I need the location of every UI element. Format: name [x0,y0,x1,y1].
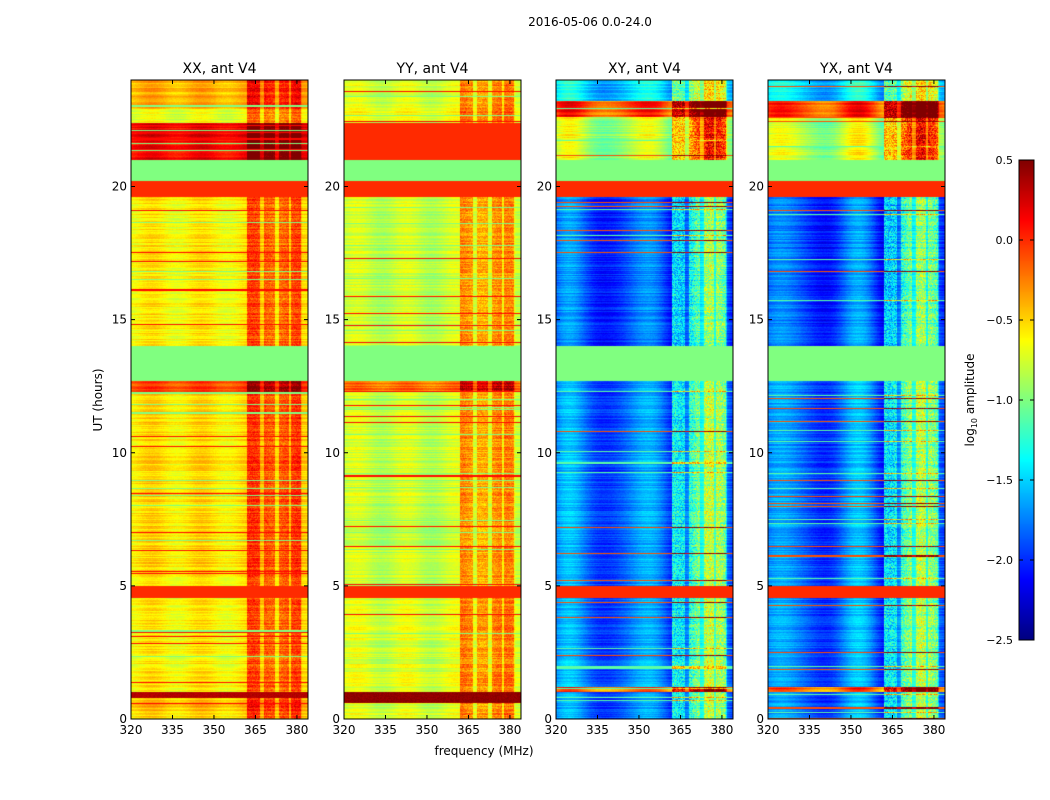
x-tick-label: 365 [669,723,692,737]
colorbar-tick-label: −2.5 [986,634,1013,647]
x-axis-label: frequency (MHz) [434,744,533,758]
panel-frame [343,79,522,720]
colorbar-label: log10 amplitude [963,354,979,447]
x-tick-label: 320 [757,723,780,737]
heatmap-xx [131,80,308,719]
x-tick-label: 380 [710,723,733,737]
colorbar-tick-label: 0.0 [996,234,1014,247]
y-tick-label: 15 [749,313,764,327]
panel-title: XY, ant V4 [608,61,681,77]
x-tick-label: 350 [628,723,651,737]
x-tick-label: 365 [244,723,267,737]
panel-frame [767,79,946,720]
heatmap-yx [768,80,945,719]
y-tick-label: 10 [112,446,127,460]
colorbar-tick-label: −2.0 [986,554,1013,567]
y-tick-label: 0 [119,712,127,726]
y-tick-label: 20 [537,180,552,194]
panel-title: YY, ant V4 [396,61,469,77]
y-tick-label: 5 [332,579,340,593]
colorbar-tick-label: 0.5 [996,154,1014,167]
y-tick-label: 10 [325,446,340,460]
x-tick-label: 365 [457,723,480,737]
panel-title: YX, ant V4 [819,61,893,77]
y-tick-label: 15 [325,313,340,327]
y-tick-label: 0 [544,712,552,726]
y-tick-label: 5 [756,579,764,593]
x-tick-label: 365 [881,723,904,737]
y-tick-label: 10 [749,446,764,460]
x-tick-label: 335 [798,723,821,737]
colorbar-tick-label: −1.0 [986,394,1013,407]
y-tick-label: 5 [119,579,127,593]
y-axis-label: UT (hours) [91,368,105,431]
heatmap-yy [344,80,521,719]
y-tick-label: 10 [537,446,552,460]
x-tick-label: 350 [203,723,226,737]
x-tick-label: 335 [586,723,609,737]
colorbar-tick-label: −1.5 [986,474,1013,487]
panel-frame [555,79,734,720]
x-tick-label: 350 [840,723,863,737]
y-tick-label: 20 [112,180,127,194]
y-tick-label: 15 [537,313,552,327]
y-tick-label: 20 [749,180,764,194]
y-tick-label: 0 [756,712,764,726]
x-tick-label: 335 [374,723,397,737]
x-tick-label: 320 [545,723,568,737]
x-tick-label: 350 [416,723,439,737]
colorbar-tick-label: −0.5 [986,314,1013,327]
y-tick-label: 5 [544,579,552,593]
panel-frame [130,79,309,720]
panel-title: XX, ant V4 [183,61,257,77]
x-tick-label: 320 [120,723,143,737]
x-tick-label: 320 [333,723,356,737]
y-tick-label: 15 [112,313,127,327]
x-tick-label: 380 [498,723,521,737]
heatmap-xy [556,80,733,719]
y-tick-label: 0 [332,712,340,726]
x-tick-label: 380 [285,723,308,737]
x-tick-label: 380 [922,723,945,737]
colorbar [1019,160,1034,640]
y-tick-label: 20 [325,180,340,194]
x-tick-label: 335 [161,723,184,737]
figure-title: 2016-05-06 0.0-24.0 [528,15,652,29]
